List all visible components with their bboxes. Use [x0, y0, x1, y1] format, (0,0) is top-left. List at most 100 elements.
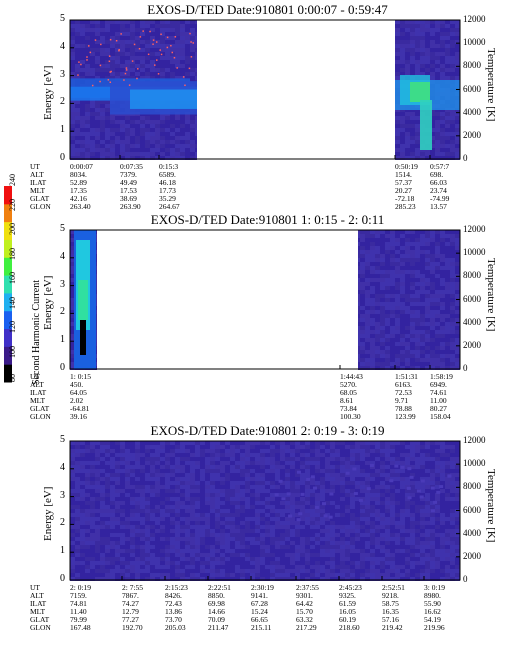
heatmap-cell — [445, 28, 450, 32]
heatmap-cell — [155, 32, 160, 36]
heatmap-cell — [105, 104, 110, 108]
heatmap-cell — [405, 20, 410, 24]
heatmap-cell — [140, 40, 145, 44]
heatmap-cell — [445, 76, 450, 80]
heatmap-cell — [90, 76, 95, 80]
heatmap-cell — [390, 230, 395, 234]
heatmap-cell — [405, 116, 410, 120]
heatmap-cell — [135, 148, 140, 152]
heatmap-cell — [445, 36, 450, 40]
heatmap-cell — [140, 64, 145, 68]
heatmap-cell — [395, 48, 400, 52]
heatmap-cell — [95, 52, 100, 56]
heatmap-cell — [70, 290, 75, 294]
heatmap-cell — [445, 136, 450, 140]
heatmap-cell — [70, 250, 75, 254]
heatmap-cell — [440, 64, 445, 68]
heatmap-cell — [90, 152, 95, 156]
heatmap-cell — [160, 48, 165, 52]
heatmap-cell — [440, 294, 445, 298]
heatmap-cell — [140, 152, 145, 156]
heatmap-cell — [430, 52, 435, 56]
heatmap-cell — [85, 36, 90, 40]
heatmap-cell — [100, 76, 105, 80]
heatmap-cell — [125, 132, 130, 136]
heatmap-cell — [425, 242, 430, 246]
heatmap-cell — [370, 250, 375, 254]
heatmap-cell — [435, 28, 440, 32]
heatmap-cell — [450, 262, 455, 266]
heatmap-cell — [430, 48, 435, 52]
heatmap-cell — [70, 230, 75, 234]
heatmap-cell — [105, 152, 110, 156]
heatmap-cell — [445, 274, 450, 278]
heatmap-cell — [455, 246, 460, 250]
heatmap-cell — [450, 254, 455, 258]
heatmap-cell — [115, 24, 120, 28]
heatmap-cell — [410, 238, 415, 242]
heatmap-cell — [430, 282, 435, 286]
noise-dot — [108, 60, 111, 63]
noise-dot — [89, 51, 92, 54]
heatmap-cell — [435, 136, 440, 140]
heatmap-cell — [385, 306, 390, 310]
noise-dot — [189, 32, 191, 35]
heatmap-cell — [450, 258, 455, 262]
heatmap-cell — [70, 52, 75, 56]
heatmap-cell — [450, 238, 455, 242]
heatmap-cell — [445, 238, 450, 242]
heatmap-cell — [85, 100, 90, 104]
heatmap-cell — [410, 144, 415, 148]
heatmap-cell — [135, 48, 140, 52]
heatmap-cell — [70, 306, 75, 310]
heatmap-cell — [120, 20, 125, 24]
heatmap-cell — [435, 254, 440, 258]
heatmap-cell — [435, 306, 440, 310]
heatmap-cell — [395, 234, 400, 238]
heatmap-cell — [185, 124, 190, 128]
data-gap — [197, 19, 395, 160]
heatmap-cell — [395, 286, 400, 290]
heatmap-cell — [395, 306, 400, 310]
heatmap-cell — [85, 32, 90, 36]
heatmap-cell — [430, 112, 435, 116]
heatmap-cell — [440, 330, 445, 334]
heatmap-cell — [400, 40, 405, 44]
heatmap-cell — [420, 262, 425, 266]
heatmap-cell — [155, 36, 160, 40]
heatmap-cell — [160, 140, 165, 144]
heatmap-cell — [120, 68, 125, 72]
heatmap-cell — [450, 24, 455, 28]
heatmap-cell — [145, 116, 150, 120]
heatmap-cell — [135, 136, 140, 140]
heatmap-cell — [140, 148, 145, 152]
heatmap-cell — [180, 48, 185, 52]
heatmap-cell — [415, 64, 420, 68]
heatmap-cell — [95, 28, 100, 32]
heatmap-cell — [365, 286, 370, 290]
heatmap-cell — [175, 40, 180, 44]
heatmap-cell — [450, 250, 455, 254]
heatmap-cell — [90, 68, 95, 72]
heatmap-cell — [400, 44, 405, 48]
heatmap-cell — [185, 156, 190, 160]
heatmap-cell — [400, 124, 405, 128]
heatmap-cell — [105, 48, 110, 52]
heatmap-cell — [175, 132, 180, 136]
heatmap-cell — [400, 338, 405, 342]
heatmap-cell — [440, 334, 445, 338]
heatmap-cell — [440, 76, 445, 80]
heatmap-cell — [120, 116, 125, 120]
heatmap-cell — [75, 36, 80, 40]
heatmap-cell — [435, 282, 440, 286]
heatmap-cell — [405, 72, 410, 76]
heatmap-cell — [180, 52, 185, 56]
heatmap-cell — [410, 24, 415, 28]
heatmap-cell — [420, 270, 425, 274]
heatmap-cell — [100, 48, 105, 52]
heatmap-cell — [110, 124, 115, 128]
heatmap-cell — [165, 72, 170, 76]
heatmap-cell — [105, 120, 110, 124]
heatmap-cell — [430, 76, 435, 80]
heatmap-cell — [80, 56, 85, 60]
